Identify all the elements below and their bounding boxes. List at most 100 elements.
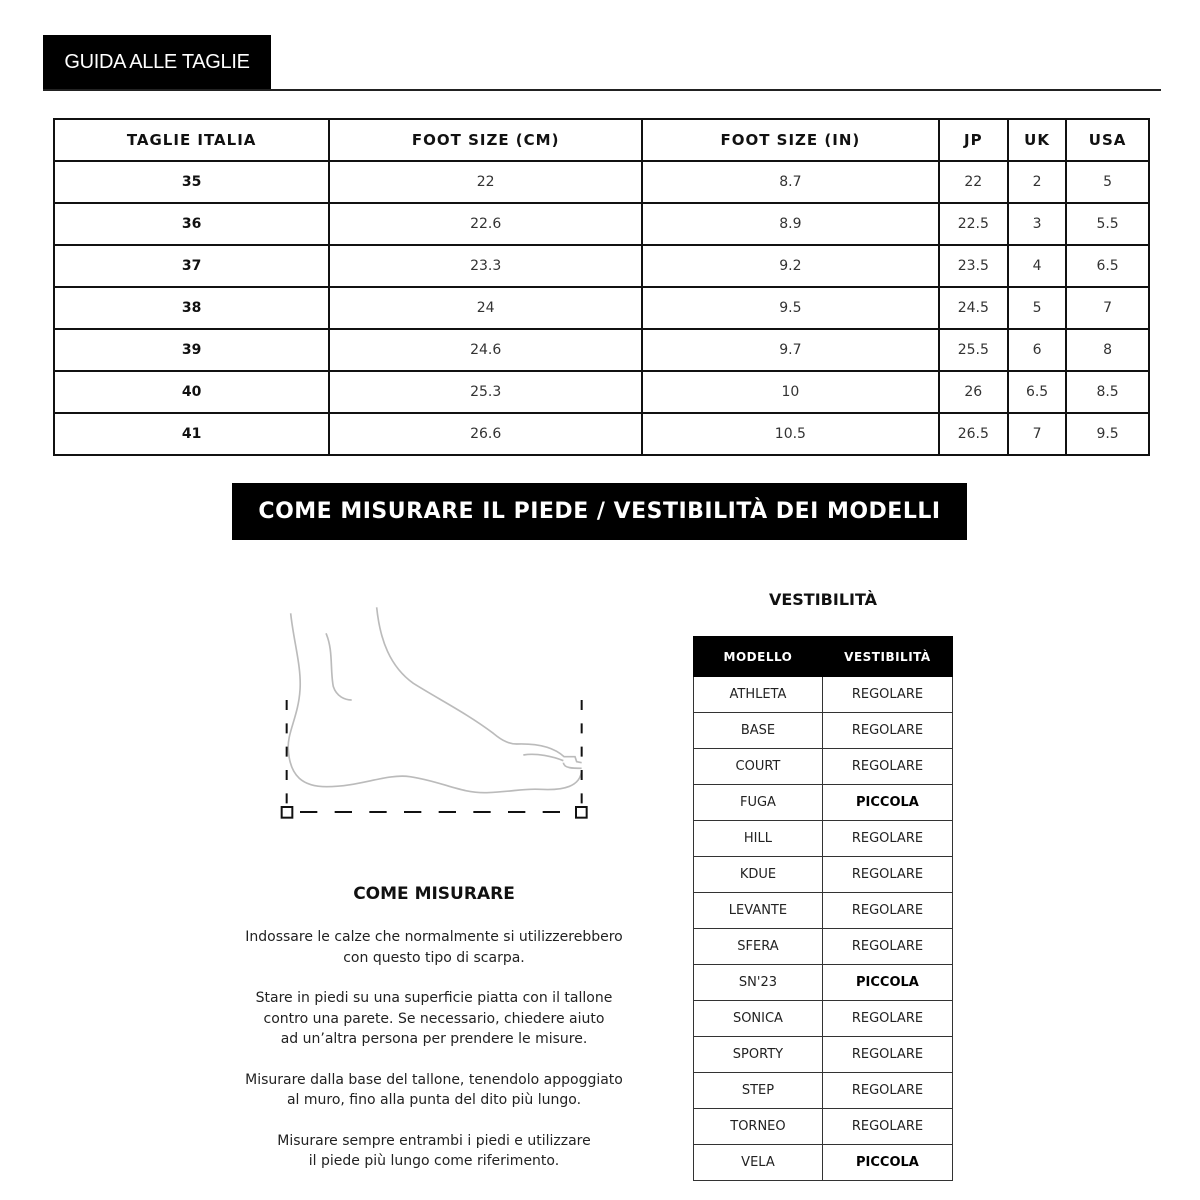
table-cell: 8.5 bbox=[1065, 370, 1150, 414]
table-row: 41 26.6 10.5 26.5 7 9.5 bbox=[52, 412, 1150, 456]
table-cell: 22 bbox=[937, 160, 1010, 204]
table-cell: 26 bbox=[937, 370, 1010, 414]
fit-value: REGOLARE bbox=[821, 712, 954, 749]
column-header: MODELLO bbox=[693, 636, 823, 677]
table-cell: 2 bbox=[1006, 160, 1068, 204]
table-cell: 22 bbox=[328, 160, 644, 204]
instruction-paragraph: Stare in piedi su una superficie piatta … bbox=[214, 988, 654, 1050]
model-name: STEP bbox=[693, 1072, 823, 1109]
table-cell: 38 bbox=[52, 286, 331, 330]
fit-value: REGOLARE bbox=[821, 1108, 954, 1145]
table-cell: 25.5 bbox=[937, 328, 1010, 372]
left-marker bbox=[280, 805, 294, 819]
table-cell: 39 bbox=[52, 328, 331, 372]
table-row: SN'23 PICCOLA bbox=[693, 964, 954, 1001]
table-row: KDUE REGOLARE bbox=[693, 856, 954, 893]
table-cell: 7 bbox=[1006, 412, 1068, 456]
model-name: LEVANTE bbox=[693, 892, 823, 929]
title-divider bbox=[43, 89, 1161, 91]
model-name: SPORTY bbox=[693, 1036, 823, 1073]
fit-title: VESTIBILITÀ bbox=[768, 590, 878, 609]
page-title: GUIDA ALLE TAGLIE bbox=[43, 35, 271, 90]
table-cell: 10 bbox=[641, 370, 940, 414]
table-cell: 24.5 bbox=[937, 286, 1010, 330]
fit-value: REGOLARE bbox=[821, 1036, 954, 1073]
model-name: HILL bbox=[693, 820, 823, 857]
fit-value: PICCOLA bbox=[821, 964, 954, 1001]
model-name: BASE bbox=[693, 712, 823, 749]
size-table: TAGLIE ITALIA FOOT SIZE (CM) FOOT SIZE (IN… bbox=[52, 118, 1150, 456]
table-row: LEVANTE REGOLARE bbox=[693, 892, 954, 929]
instruction-line: Indossare le calze che normalmente si ut… bbox=[245, 929, 623, 945]
table-row: 35 22 8.7 22 2 5 bbox=[52, 160, 1150, 204]
table-row: 37 23.3 9.2 23.5 4 6.5 bbox=[52, 244, 1150, 288]
column-header: FOOT SIZE (CM) bbox=[328, 118, 644, 162]
fit-value: REGOLARE bbox=[821, 820, 954, 857]
table-row: SONICA REGOLARE bbox=[693, 1000, 954, 1037]
fit-value: REGOLARE bbox=[821, 856, 954, 893]
table-cell: 5 bbox=[1065, 160, 1150, 204]
instruction-line: al muro, fino alla punta del dito più lu… bbox=[286, 1092, 582, 1108]
table-cell: 10.5 bbox=[641, 412, 940, 456]
section-banner: COME MISURARE IL PIEDE / VESTIBILITÀ DEI… bbox=[232, 483, 967, 540]
model-name: COURT bbox=[693, 748, 823, 785]
column-header: UK bbox=[1006, 118, 1068, 162]
table-row: BASE REGOLARE bbox=[693, 712, 954, 749]
table-cell: 8.7 bbox=[641, 160, 940, 204]
model-name: ATHLETA bbox=[693, 676, 823, 713]
column-header: USA bbox=[1065, 118, 1150, 162]
table-cell: 26.6 bbox=[328, 412, 644, 456]
table-cell: 25.3 bbox=[328, 370, 644, 414]
fit-value: REGOLARE bbox=[821, 748, 954, 785]
table-row: FUGA PICCOLA bbox=[693, 784, 954, 821]
howto-instructions: Indossare le calze che normalmente si ut… bbox=[214, 927, 654, 1192]
table-cell: 9.5 bbox=[1065, 412, 1150, 456]
table-row: 36 22.6 8.9 22.5 3 5.5 bbox=[52, 202, 1150, 246]
instruction-line: contro una parete. Se necessario, chiede… bbox=[263, 1010, 605, 1027]
table-cell: 23.3 bbox=[328, 244, 644, 288]
fit-value: REGOLARE bbox=[821, 892, 954, 929]
foot-outline bbox=[287, 613, 583, 794]
table-cell: 7 bbox=[1065, 286, 1150, 330]
table-cell: 3 bbox=[1006, 202, 1068, 246]
model-name: KDUE bbox=[693, 856, 823, 893]
table-cell: 6 bbox=[1006, 328, 1068, 372]
fit-value: REGOLARE bbox=[821, 928, 954, 965]
toe-lines bbox=[523, 753, 582, 770]
instruction-line: Stare in piedi su una superficie piatta … bbox=[255, 990, 613, 1006]
right-marker bbox=[574, 805, 588, 819]
instruction-paragraph: Misurare sempre entrambi i piedi e utili… bbox=[214, 1131, 654, 1172]
model-name: FUGA bbox=[693, 784, 823, 821]
column-header: VESTIBILITÀ bbox=[821, 636, 954, 677]
instruction-line: il piede più lungo come riferimento. bbox=[308, 1153, 560, 1169]
table-row: 40 25.3 10 26 6.5 8.5 bbox=[52, 370, 1150, 414]
fit-value: REGOLARE bbox=[821, 1072, 954, 1109]
table-row: ATHLETA REGOLARE bbox=[693, 676, 954, 713]
fit-value: PICCOLA bbox=[821, 1144, 954, 1181]
model-name: SN'23 bbox=[693, 964, 823, 1001]
table-cell: 9.5 bbox=[641, 286, 940, 330]
howto-title: COME MISURARE bbox=[353, 884, 515, 904]
table-row: COURT REGOLARE bbox=[693, 748, 954, 785]
column-header: FOOT SIZE (IN) bbox=[641, 118, 940, 162]
table-cell: 35 bbox=[52, 160, 331, 204]
instruction-line: Misurare dalla base del tallone, tenendo… bbox=[245, 1071, 623, 1088]
fit-value: REGOLARE bbox=[821, 676, 954, 713]
foot-measure-illustration bbox=[280, 607, 588, 819]
table-row: SPORTY REGOLARE bbox=[693, 1036, 954, 1073]
instruction-paragraph: Misurare dalla base del tallone, tenendo… bbox=[214, 1070, 654, 1111]
instruction-line: ad un’altra persona per prendere le misu… bbox=[280, 1031, 588, 1047]
table-cell: 22.5 bbox=[937, 202, 1010, 246]
foot-top-outline bbox=[375, 607, 582, 764]
fit-table: MODELLO VESTIBILITÀ ATHLETA REGOLARE BASE REG… bbox=[693, 636, 954, 1181]
fit-value: REGOLARE bbox=[821, 1000, 954, 1037]
table-cell: 36 bbox=[52, 202, 331, 246]
table-cell: 4 bbox=[1006, 244, 1068, 288]
table-cell: 23.5 bbox=[937, 244, 1010, 288]
table-cell: 6.5 bbox=[1065, 244, 1150, 288]
column-header: TAGLIE ITALIA bbox=[52, 118, 331, 162]
table-cell: 9.7 bbox=[641, 328, 940, 372]
table-cell: 8.9 bbox=[641, 202, 940, 246]
table-cell: 5 bbox=[1006, 286, 1068, 330]
